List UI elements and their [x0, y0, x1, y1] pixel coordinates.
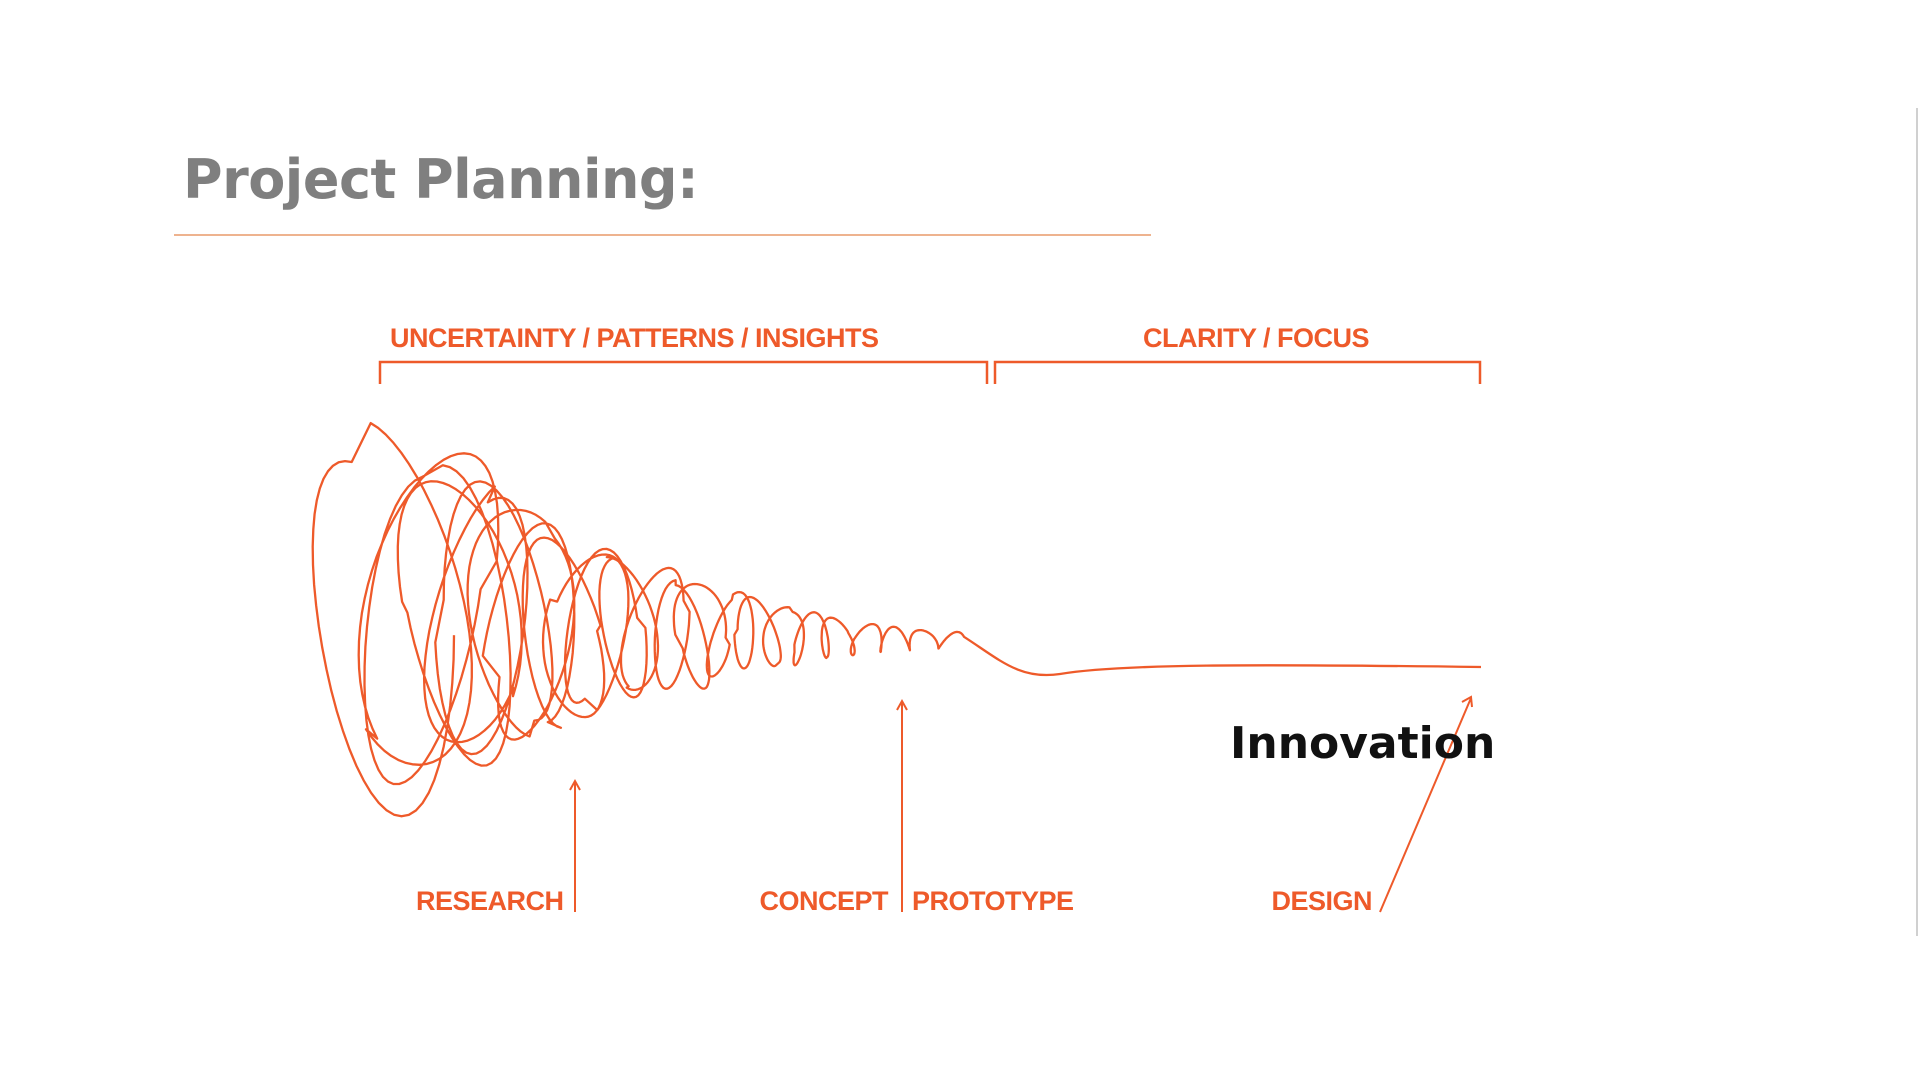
title-underline: [174, 234, 1151, 236]
milestone-research: RESEARCH: [416, 886, 564, 916]
phase-label-clarity: CLARITY / FOCUS: [1143, 323, 1370, 353]
outcome-innovation: Innovation: [1230, 718, 1496, 769]
design-arrow: [1379, 695, 1473, 913]
squiggle-line: [311, 421, 1482, 818]
slide-edge-divider: [1916, 108, 1918, 936]
concept-arrow: [896, 698, 908, 912]
research-arrow: [569, 778, 581, 912]
milestone-prototype: PROTOTYPE: [912, 886, 1074, 916]
phase-bracket-clarity: [993, 360, 1482, 384]
phase-label-uncertainty: UNCERTAINTY / PATTERNS / INSIGHTS: [390, 323, 879, 353]
slide-title: Project Planning:: [183, 148, 699, 211]
milestone-concept: CONCEPT: [759, 886, 888, 916]
phase-bracket-uncertainty: [378, 360, 989, 384]
milestone-design: DESIGN: [1271, 886, 1372, 916]
